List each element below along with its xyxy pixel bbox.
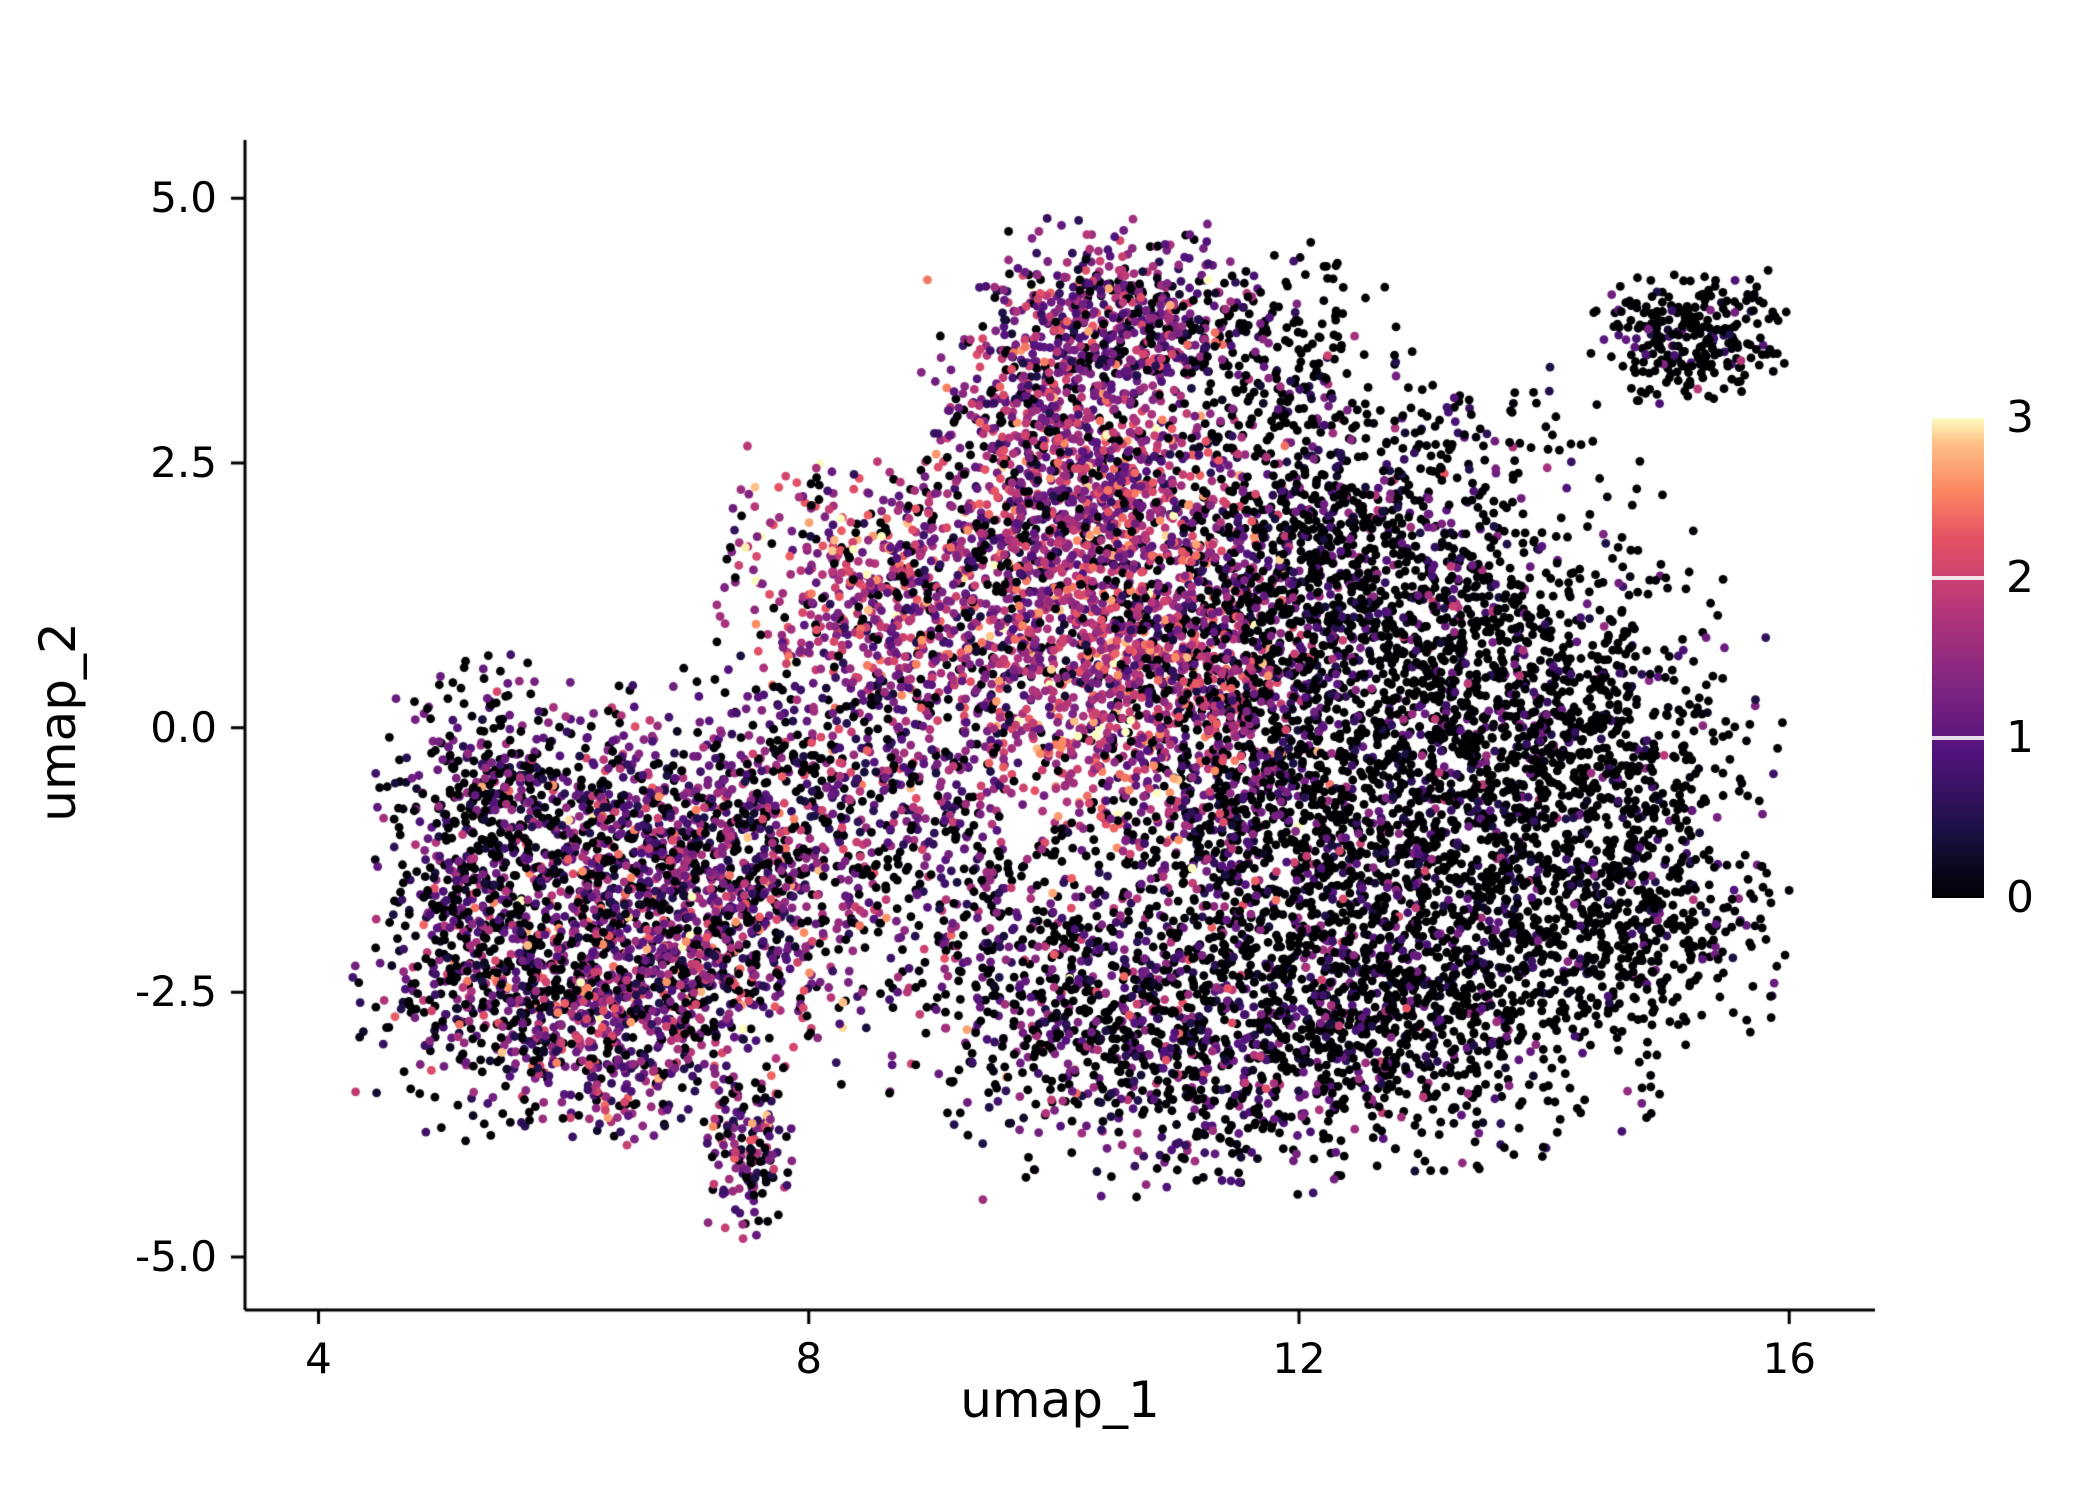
y-tick-label: 2.5 — [150, 437, 217, 487]
colorbar-gradient — [1932, 418, 1984, 898]
x-tick-label: 12 — [1272, 1334, 1326, 1383]
colorbar — [1932, 418, 1984, 898]
x-tick-label: 16 — [1762, 1334, 1816, 1383]
y-axis-label: umap_2 — [29, 622, 87, 822]
colorbar-tick — [1932, 736, 1984, 740]
colorbar-tick — [1932, 576, 1984, 580]
y-tick-label: -2.5 — [135, 967, 217, 1017]
x-tick-label: 8 — [795, 1334, 823, 1383]
colorbar-label: 0 — [2006, 872, 2034, 923]
x-axis-label: umap_1 — [960, 1371, 1160, 1429]
colorbar-label: 3 — [2006, 392, 2034, 443]
y-tick-label: 0.0 — [150, 702, 217, 752]
x-tick-label: 4 — [305, 1334, 332, 1383]
colorbar-label: 2 — [2006, 552, 2034, 603]
y-tick-label: -5.0 — [135, 1232, 217, 1282]
y-tick-label: 5.0 — [150, 173, 217, 223]
colorbar-label: 1 — [2006, 712, 2034, 763]
